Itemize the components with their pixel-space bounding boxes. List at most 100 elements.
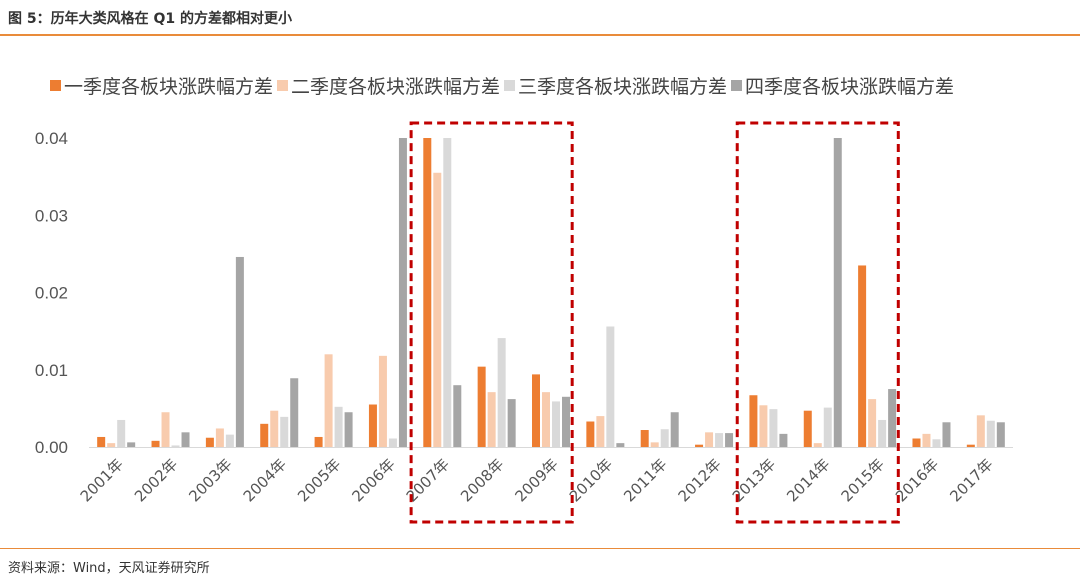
bar-2006年-s4 [398, 138, 407, 447]
bar-2001年-s2 [107, 443, 116, 447]
bar-2004年-s4 [290, 378, 299, 447]
bar-2007年-s3 [443, 138, 452, 447]
source-note: 资料来源：Wind，天风证券研究所 [8, 561, 210, 576]
top-divider [0, 34, 1080, 36]
bar-2001年-s1 [97, 436, 106, 447]
bar-2011年-s3 [660, 429, 669, 447]
bar-2015年-s2 [868, 399, 877, 447]
bar-2006年-s3 [388, 438, 397, 447]
bar-2008年-s2 [487, 392, 496, 447]
bar-2016年-s3 [932, 439, 941, 447]
bar-2014年-s2 [813, 443, 822, 447]
bar-2005年-s2 [324, 354, 333, 447]
bar-2012年-s4 [725, 433, 734, 447]
bar-2005年-s4 [344, 412, 353, 447]
bar-2016年-s4 [942, 422, 951, 447]
bar-2008年-s3 [497, 338, 506, 447]
y-tick-label: 0.01 [35, 361, 68, 380]
bar-2014年-s1 [803, 410, 812, 447]
legend-swatch [504, 80, 516, 91]
bar-2009年-s1 [532, 374, 540, 447]
figure-title: 图 5：历年大类风格在 Q1 的方差都相对更小 [8, 11, 293, 27]
x-tick-label: 2005年 [294, 455, 344, 505]
y-tick-label: 0.02 [35, 284, 68, 303]
bar-2010年-s2 [596, 416, 605, 447]
bar-2006年-s1 [368, 404, 377, 447]
bar-2004年-s2 [270, 410, 279, 447]
bar-2017年-s1 [966, 444, 975, 447]
bar-2006年-s2 [378, 355, 387, 447]
bar-2009年-s2 [542, 392, 550, 447]
legend-swatch [731, 80, 743, 91]
x-tick-label: 2008年 [457, 455, 507, 505]
bar-2007年-s1 [423, 138, 432, 447]
legend-label: 一季度各板块涨跌幅方差 [64, 76, 274, 98]
legend-label: 四季度各板块涨跌幅方差 [745, 76, 955, 98]
y-tick-label: 0.04 [35, 129, 68, 148]
bar-2012年-s1 [695, 444, 704, 447]
bar-2013年-s3 [769, 409, 778, 447]
bar-2014年-s3 [823, 407, 832, 447]
bar-2011年-s1 [640, 430, 649, 447]
bar-2017年-s4 [996, 422, 1005, 447]
x-tick-label: 2011年 [620, 455, 670, 505]
bar-2010年-s1 [586, 421, 595, 447]
x-tick-label: 2001年 [77, 455, 127, 505]
bottom-divider [0, 548, 1080, 549]
bar-2015年-s1 [858, 265, 867, 447]
x-tick-label: 2002年 [131, 455, 181, 505]
bar-2007年-s4 [453, 385, 462, 447]
legend-label: 二季度各板块涨跌幅方差 [291, 76, 501, 98]
x-tick-label: 2017年 [946, 455, 996, 505]
bar-2015年-s3 [878, 419, 887, 447]
legend-item-q2: 二季度各板块涨跌幅方差 [277, 72, 500, 99]
bar-2001年-s4 [127, 442, 136, 447]
bar-2017年-s2 [976, 415, 985, 447]
legend-item-q4: 四季度各板块涨跌幅方差 [731, 72, 954, 99]
bar-2003年-s3 [225, 434, 234, 447]
legend-label: 三季度各板块涨跌幅方差 [518, 76, 728, 98]
bar-2003年-s2 [215, 428, 224, 447]
bar-2004年-s1 [260, 423, 269, 447]
bar-2016年-s1 [912, 438, 921, 447]
bar-2017年-s3 [986, 420, 995, 447]
bar-2002年-s4 [181, 432, 190, 447]
x-tick-label: 2003年 [185, 455, 235, 505]
bar-2012年-s2 [705, 432, 714, 447]
y-tick-label: 0.03 [35, 206, 68, 225]
bar-2013年-s4 [779, 433, 788, 447]
bar-2009年-s4 [562, 396, 570, 447]
legend-item-q3: 三季度各板块涨跌幅方差 [504, 72, 727, 99]
bar-2016年-s2 [922, 433, 931, 447]
x-tick-label: 2015年 [838, 455, 888, 505]
legend-swatch [277, 80, 289, 91]
bar-2005年-s3 [334, 406, 343, 447]
x-tick-label: 2012年 [675, 455, 725, 505]
highlight-box-2 [735, 121, 900, 524]
x-tick-label: 2014年 [783, 455, 833, 505]
bar-2010年-s4 [616, 443, 625, 447]
bar-2007年-s2 [433, 172, 442, 447]
y-tick-label: 0.00 [35, 438, 68, 457]
legend: 一季度各板块涨跌幅方差 二季度各板块涨跌幅方差 三季度各板块涨跌幅方差 四季度各… [50, 72, 954, 99]
bar-2013年-s2 [759, 405, 768, 447]
legend-item-q1: 一季度各板块涨跌幅方差 [50, 72, 273, 99]
x-tick-label: 2004年 [240, 455, 290, 505]
bar-2011年-s4 [670, 412, 679, 447]
bar-2008年-s1 [477, 366, 486, 447]
bar-2010年-s3 [606, 326, 615, 447]
bar-2009年-s3 [552, 401, 560, 447]
x-tick-label: 2006年 [348, 455, 398, 505]
bar-2011年-s2 [650, 442, 659, 447]
bar-2004年-s3 [280, 416, 289, 447]
bar-2008年-s4 [507, 399, 516, 447]
highlight-box-1 [409, 121, 574, 524]
bar-2015年-s4 [888, 389, 897, 447]
bar-2014年-s4 [833, 138, 842, 447]
bar-2002年-s2 [161, 412, 170, 447]
x-tick-label: 2009年 [511, 455, 561, 505]
bar-2003年-s1 [205, 437, 214, 447]
bar-2001年-s3 [117, 419, 126, 447]
bar-2002年-s1 [151, 440, 160, 447]
